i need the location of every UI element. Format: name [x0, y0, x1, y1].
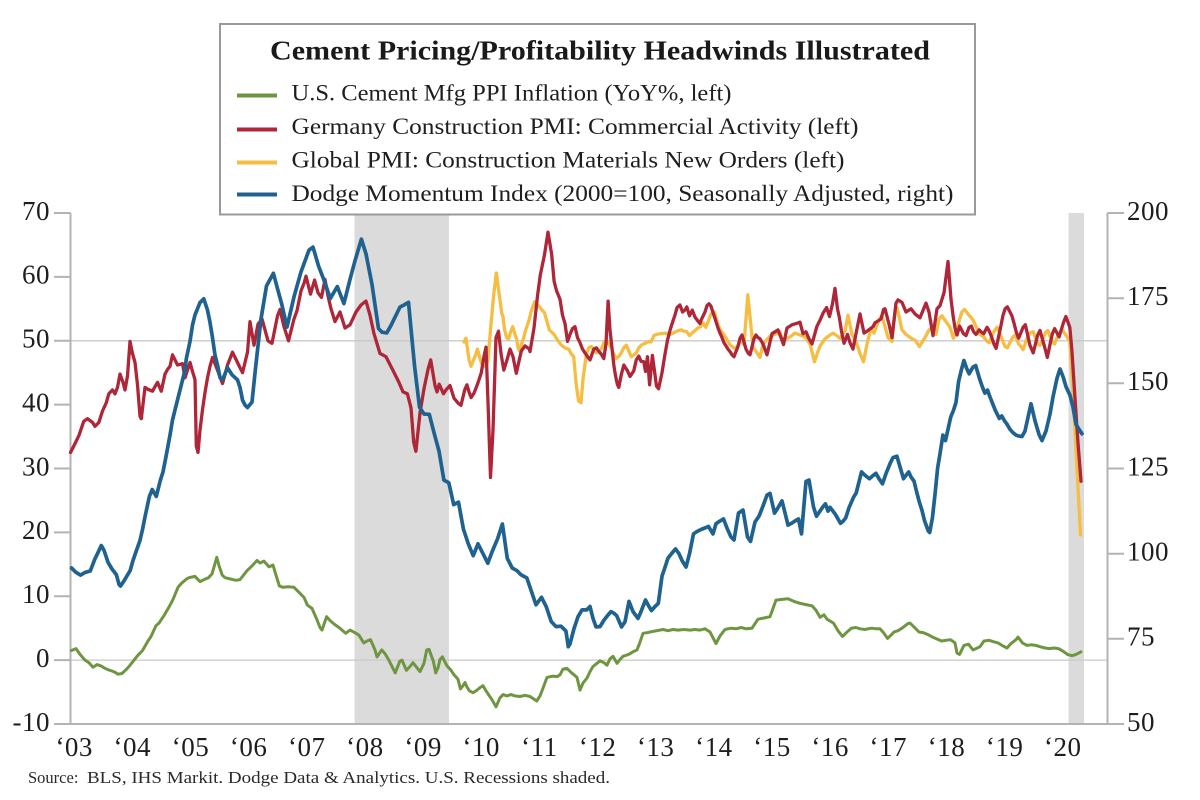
svg-text:100: 100 [1127, 537, 1169, 567]
svg-text:50: 50 [1127, 707, 1155, 737]
svg-text:‘14: ‘14 [695, 732, 733, 762]
svg-text:0: 0 [36, 643, 50, 673]
svg-text:U.S. Cement Mfg PPI Inflation: U.S. Cement Mfg PPI Inflation (YoY%, lef… [292, 81, 732, 106]
svg-text:Source:: Source: [28, 768, 78, 787]
svg-text:50: 50 [22, 324, 50, 354]
svg-text:‘09: ‘09 [404, 732, 442, 762]
svg-text:60: 60 [22, 260, 50, 290]
svg-text:‘03: ‘03 [55, 732, 93, 762]
svg-text:‘18: ‘18 [928, 732, 966, 762]
svg-text:150: 150 [1127, 366, 1169, 396]
svg-text:70: 70 [22, 196, 50, 226]
svg-text:175: 175 [1127, 281, 1169, 311]
svg-text:BLS, IHS Markit. Dodge Data &: BLS, IHS Markit. Dodge Data & Analytics.… [87, 768, 610, 787]
svg-text:Cement Pricing/Profitability H: Cement Pricing/Profitability Headwinds I… [270, 36, 930, 66]
svg-text:‘13: ‘13 [637, 732, 675, 762]
svg-text:75: 75 [1127, 622, 1155, 652]
svg-text:‘17: ‘17 [870, 732, 908, 762]
svg-text:‘11: ‘11 [521, 732, 558, 762]
svg-text:‘07: ‘07 [288, 732, 326, 762]
svg-text:Germany Construction PMI: Comm: Germany Construction PMI: Commercial Act… [292, 114, 859, 139]
svg-text:-10: -10 [13, 707, 51, 737]
svg-text:‘12: ‘12 [579, 732, 617, 762]
svg-text:40: 40 [22, 387, 50, 417]
svg-text:‘19: ‘19 [986, 732, 1024, 762]
svg-text:‘08: ‘08 [346, 732, 384, 762]
svg-text:‘06: ‘06 [230, 732, 268, 762]
svg-text:‘04: ‘04 [114, 732, 152, 762]
svg-text:‘15: ‘15 [753, 732, 791, 762]
svg-text:‘20: ‘20 [1044, 732, 1082, 762]
svg-text:125: 125 [1127, 451, 1169, 481]
svg-text:Dodge Momentum Index (2000=100: Dodge Momentum Index (2000=100, Seasonal… [292, 181, 954, 206]
svg-text:10: 10 [22, 579, 50, 609]
svg-text:30: 30 [22, 451, 50, 481]
svg-text:Global PMI: Construction Mater: Global PMI: Construction Materials New O… [292, 148, 845, 173]
svg-text:‘05: ‘05 [172, 732, 210, 762]
svg-text:200: 200 [1127, 196, 1169, 226]
svg-text:‘10: ‘10 [462, 732, 500, 762]
svg-text:20: 20 [22, 515, 50, 545]
svg-text:‘16: ‘16 [811, 732, 849, 762]
